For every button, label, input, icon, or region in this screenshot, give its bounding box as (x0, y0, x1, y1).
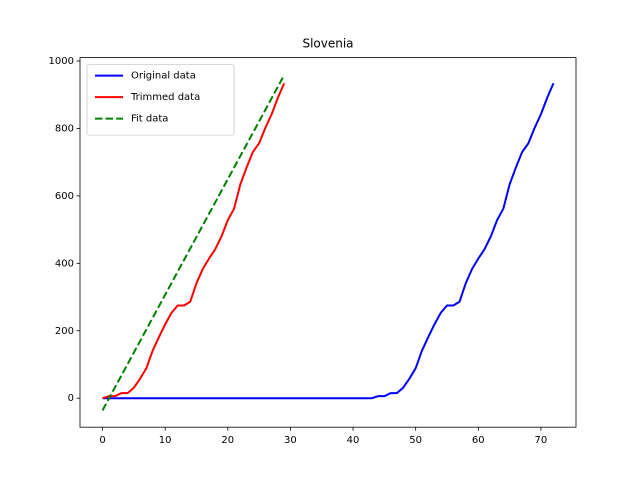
x-tick-label: 50 (409, 435, 422, 446)
y-tick-label: 200 (55, 326, 74, 337)
x-tick-label: 0 (99, 435, 105, 446)
legend-label: Original data (131, 71, 196, 82)
x-tick-label: 10 (159, 435, 172, 446)
y-tick-label: 1000 (49, 56, 74, 67)
y-tick-label: 400 (55, 258, 74, 269)
x-tick-label: 30 (284, 435, 297, 446)
y-tick-label: 800 (55, 123, 74, 134)
axes-frame (79, 57, 577, 428)
legend-label: Trimmed data (130, 92, 200, 103)
x-tick-label: 40 (347, 435, 360, 446)
y-tick-label: 600 (55, 191, 74, 202)
x-tick-label: 70 (535, 435, 548, 446)
data-line (102, 82, 286, 400)
legend-box (86, 64, 235, 136)
x-tick-label: 20 (221, 435, 234, 446)
chart-title: Slovenia (302, 37, 353, 51)
legend-label: Fit data (131, 114, 168, 125)
y-tick-label: 0 (68, 393, 74, 404)
x-tick-label: 60 (472, 435, 485, 446)
data-line (102, 82, 555, 400)
